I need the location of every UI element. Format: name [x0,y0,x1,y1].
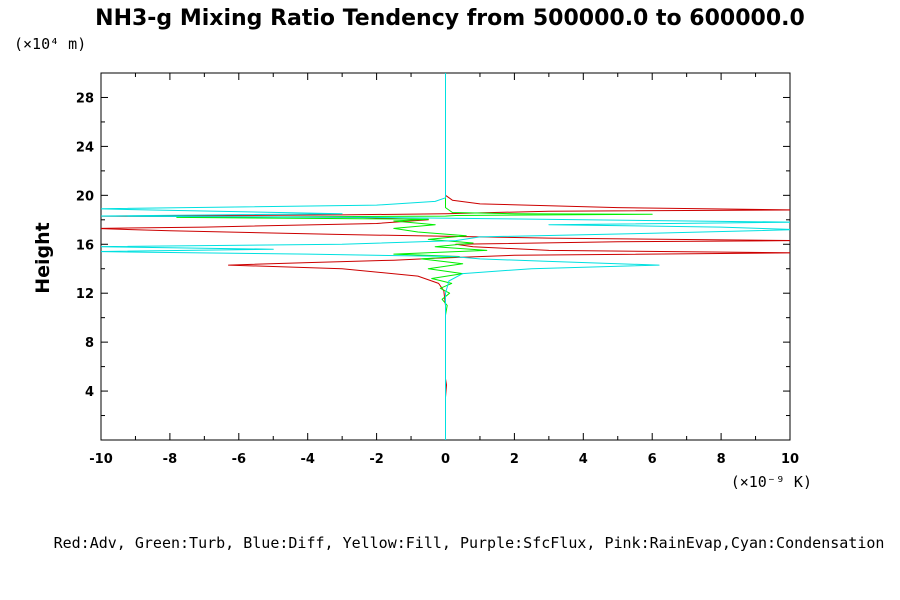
series-line-adv [101,73,790,438]
x-tick-label: -2 [369,452,383,467]
y-tick-label: 16 [76,238,94,253]
y-tick-label: 8 [85,336,94,351]
x-tick-label: -8 [163,452,177,467]
x-tick-label: -4 [300,452,314,467]
x-tick-label: 4 [579,452,588,467]
y-tick-label: 4 [85,385,94,400]
y-units-label: (×10⁴ m) [14,35,86,53]
chart-title: NH3-g Mixing Ratio Tendency from 500000.… [95,6,805,31]
x-tick-label: 6 [648,452,657,467]
y-tick-label: 24 [76,140,94,155]
x-tick-label: 0 [441,452,450,467]
x-tick-label: -10 [89,452,113,467]
x-units-label: (×10⁻⁹ K) [731,473,812,491]
legend-text: Red:Adv, Green:Turb, Blue:Diff, Yellow:F… [54,534,885,552]
x-tick-label: -6 [232,452,246,467]
x-tick-label: 2 [510,452,519,467]
series-line-turb [176,73,653,316]
y-axis-label: Height [32,222,54,294]
y-tick-label: 12 [76,287,94,302]
y-tick-label: 28 [76,91,94,106]
x-tick-label: 8 [717,452,726,467]
y-tick-label: 20 [76,189,94,204]
series-line-condensation [101,73,790,440]
x-tick-label: 10 [781,452,799,467]
